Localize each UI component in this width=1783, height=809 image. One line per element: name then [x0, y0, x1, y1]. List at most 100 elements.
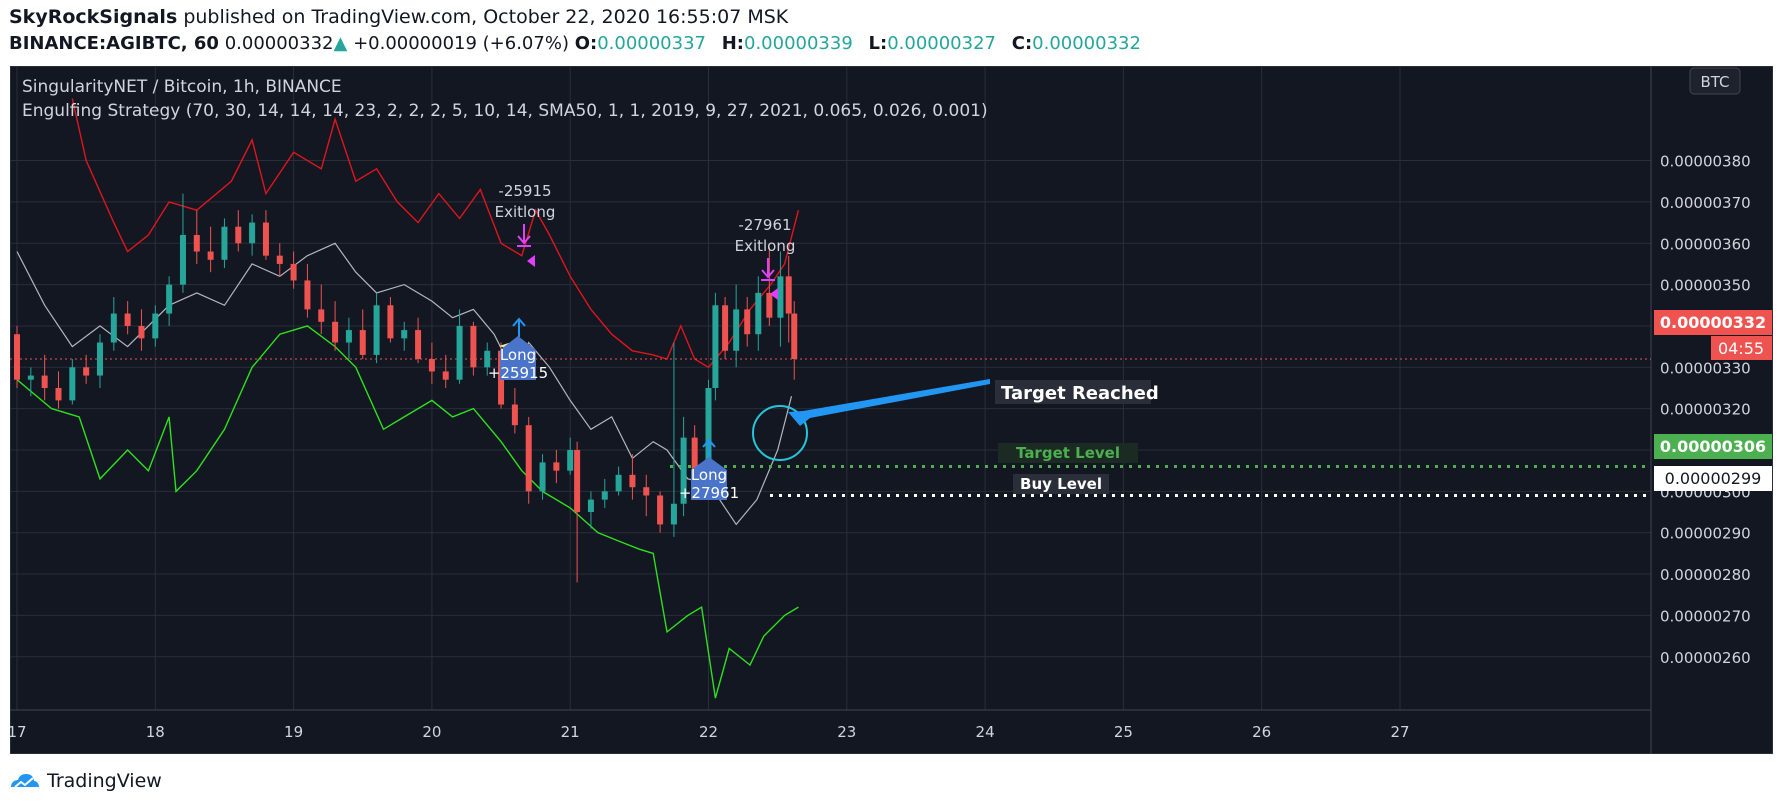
countdown-tag: [1711, 336, 1772, 360]
symbol-name[interactable]: BINANCE:AGIBTC, 60: [9, 33, 219, 54]
candle-body: [791, 313, 798, 360]
candle-body: [193, 234, 200, 252]
last-price: 0.00000332: [224, 33, 334, 54]
candle-body: [179, 234, 186, 285]
time-tick-label: 18: [146, 723, 165, 741]
candle-body: [553, 462, 560, 471]
level-lines: [10, 358, 1651, 497]
price-tick-label: 0.00000320: [1660, 401, 1751, 419]
candle-body: [525, 425, 532, 492]
legend-title: SingularityNET / Bitcoin, 1h, BINANCE: [22, 77, 342, 97]
price-tick-label: 0.00000380: [1660, 153, 1751, 171]
exit1-qty: -25915: [498, 182, 551, 200]
candle-body: [643, 487, 650, 496]
time-tick-label: 20: [422, 723, 441, 741]
candle-body: [401, 330, 408, 339]
candle-body: [152, 313, 159, 339]
long1-qty: +25915: [488, 364, 548, 382]
last-price-tag: [1654, 310, 1772, 335]
exit1-label: Exitlong: [495, 203, 556, 221]
candle-body: [83, 367, 90, 376]
candle-body: [777, 276, 784, 318]
open-value: 0.00000337: [597, 33, 706, 54]
exit2-arrow-icon: [761, 258, 775, 281]
time-tick-label: 23: [837, 723, 856, 741]
close-value: 0.00000332: [1032, 33, 1141, 54]
time-tick-label: 19: [284, 723, 303, 741]
long2-arrow-icon: [702, 438, 716, 458]
price-axis[interactable]: 0.00000260 0.00000270 0.00000280 0.00000290…: [1660, 153, 1751, 667]
last-price-label: 0.00000332: [1660, 313, 1766, 332]
legend-strategy: Engulfing Strategy (70, 30, 14, 14, 14, …: [22, 101, 988, 121]
candle-body: [511, 404, 518, 426]
up-arrow-icon: ▲: [333, 33, 348, 54]
candle-body: [110, 313, 117, 343]
published-text: published on TradingView.com, October 22…: [183, 6, 789, 28]
candle-body: [318, 309, 325, 322]
target-arrow: [788, 379, 990, 426]
candle-body: [657, 495, 664, 525]
buy-level-label[interactable]: Buy Level: [1020, 475, 1102, 493]
currency-badge[interactable]: BTC: [1700, 73, 1729, 91]
candle-body: [359, 330, 366, 355]
target-price-tag: [1654, 434, 1772, 459]
target-level-label[interactable]: Target Level: [1016, 444, 1120, 462]
candle-body: [587, 499, 594, 513]
exit1-arrow-icon: [517, 224, 531, 247]
candle-body: [470, 325, 477, 368]
target-level-bg: [998, 443, 1138, 463]
candle-body: [290, 263, 297, 281]
candle-body: [539, 462, 546, 492]
candle-body: [207, 251, 214, 260]
buy-price-tag: [1654, 466, 1772, 491]
long1-label: Long: [500, 346, 536, 364]
candle-body: [691, 437, 698, 471]
candle-body: [373, 305, 380, 355]
long1-tag: [500, 336, 536, 380]
candle-body: [733, 309, 740, 351]
candle-body: [69, 367, 76, 401]
candle-body: [55, 387, 62, 401]
price-tick-label: 0.00000360: [1660, 235, 1751, 253]
candle-body: [14, 334, 20, 380]
price-tick-label: 0.00000370: [1660, 194, 1751, 212]
tradingview-branding[interactable]: TradingView: [9, 770, 162, 792]
candle-body: [166, 284, 173, 314]
currency-badge-bg: [1689, 67, 1741, 95]
time-axis[interactable]: 17 18 19 20 21 22 23 24 25 26 27: [10, 723, 1410, 741]
candle-body: [722, 305, 729, 351]
high-value: 0.00000339: [744, 33, 853, 54]
publish-info: SkyRockSignals published on TradingView.…: [9, 6, 788, 28]
brand-name: TradingView: [47, 770, 162, 792]
exit2-qty: -27961: [738, 216, 791, 234]
target-reached-bg: [995, 380, 1151, 404]
candle-body: [428, 359, 435, 372]
candle-body: [629, 474, 636, 488]
candle-body: [712, 305, 719, 388]
target-reached-label[interactable]: Target Reached: [1001, 383, 1159, 404]
candle-body: [456, 325, 463, 380]
high-label: H:: [721, 33, 744, 54]
time-tick-label: 17: [10, 723, 27, 741]
candle-body: [567, 450, 574, 471]
candle-body: [415, 330, 422, 360]
candle-body: [785, 276, 792, 314]
exit2-marker-icon: [770, 288, 778, 300]
candle-body: [221, 226, 228, 260]
countdown-label: 04:55: [1718, 339, 1764, 358]
price-chart[interactable]: 0.00000260 0.00000270 0.00000280 0.00000290…: [10, 66, 1773, 754]
time-tick-label: 22: [699, 723, 718, 741]
publisher-name[interactable]: SkyRockSignals: [9, 6, 178, 28]
long2-tag: [691, 457, 727, 500]
candle-body: [670, 503, 677, 525]
candle-body: [27, 375, 34, 380]
buy-level-bg: [1013, 474, 1109, 494]
grid: [10, 66, 1651, 710]
candle-body: [442, 371, 449, 380]
candle-body: [766, 292, 773, 318]
upper-band-line: [71, 98, 800, 369]
buy-price-label: 0.00000299: [1665, 469, 1762, 488]
candle-body: [235, 226, 242, 244]
price-change: +0.00000019 (+6.07%): [353, 33, 569, 54]
candle-body: [484, 350, 491, 368]
